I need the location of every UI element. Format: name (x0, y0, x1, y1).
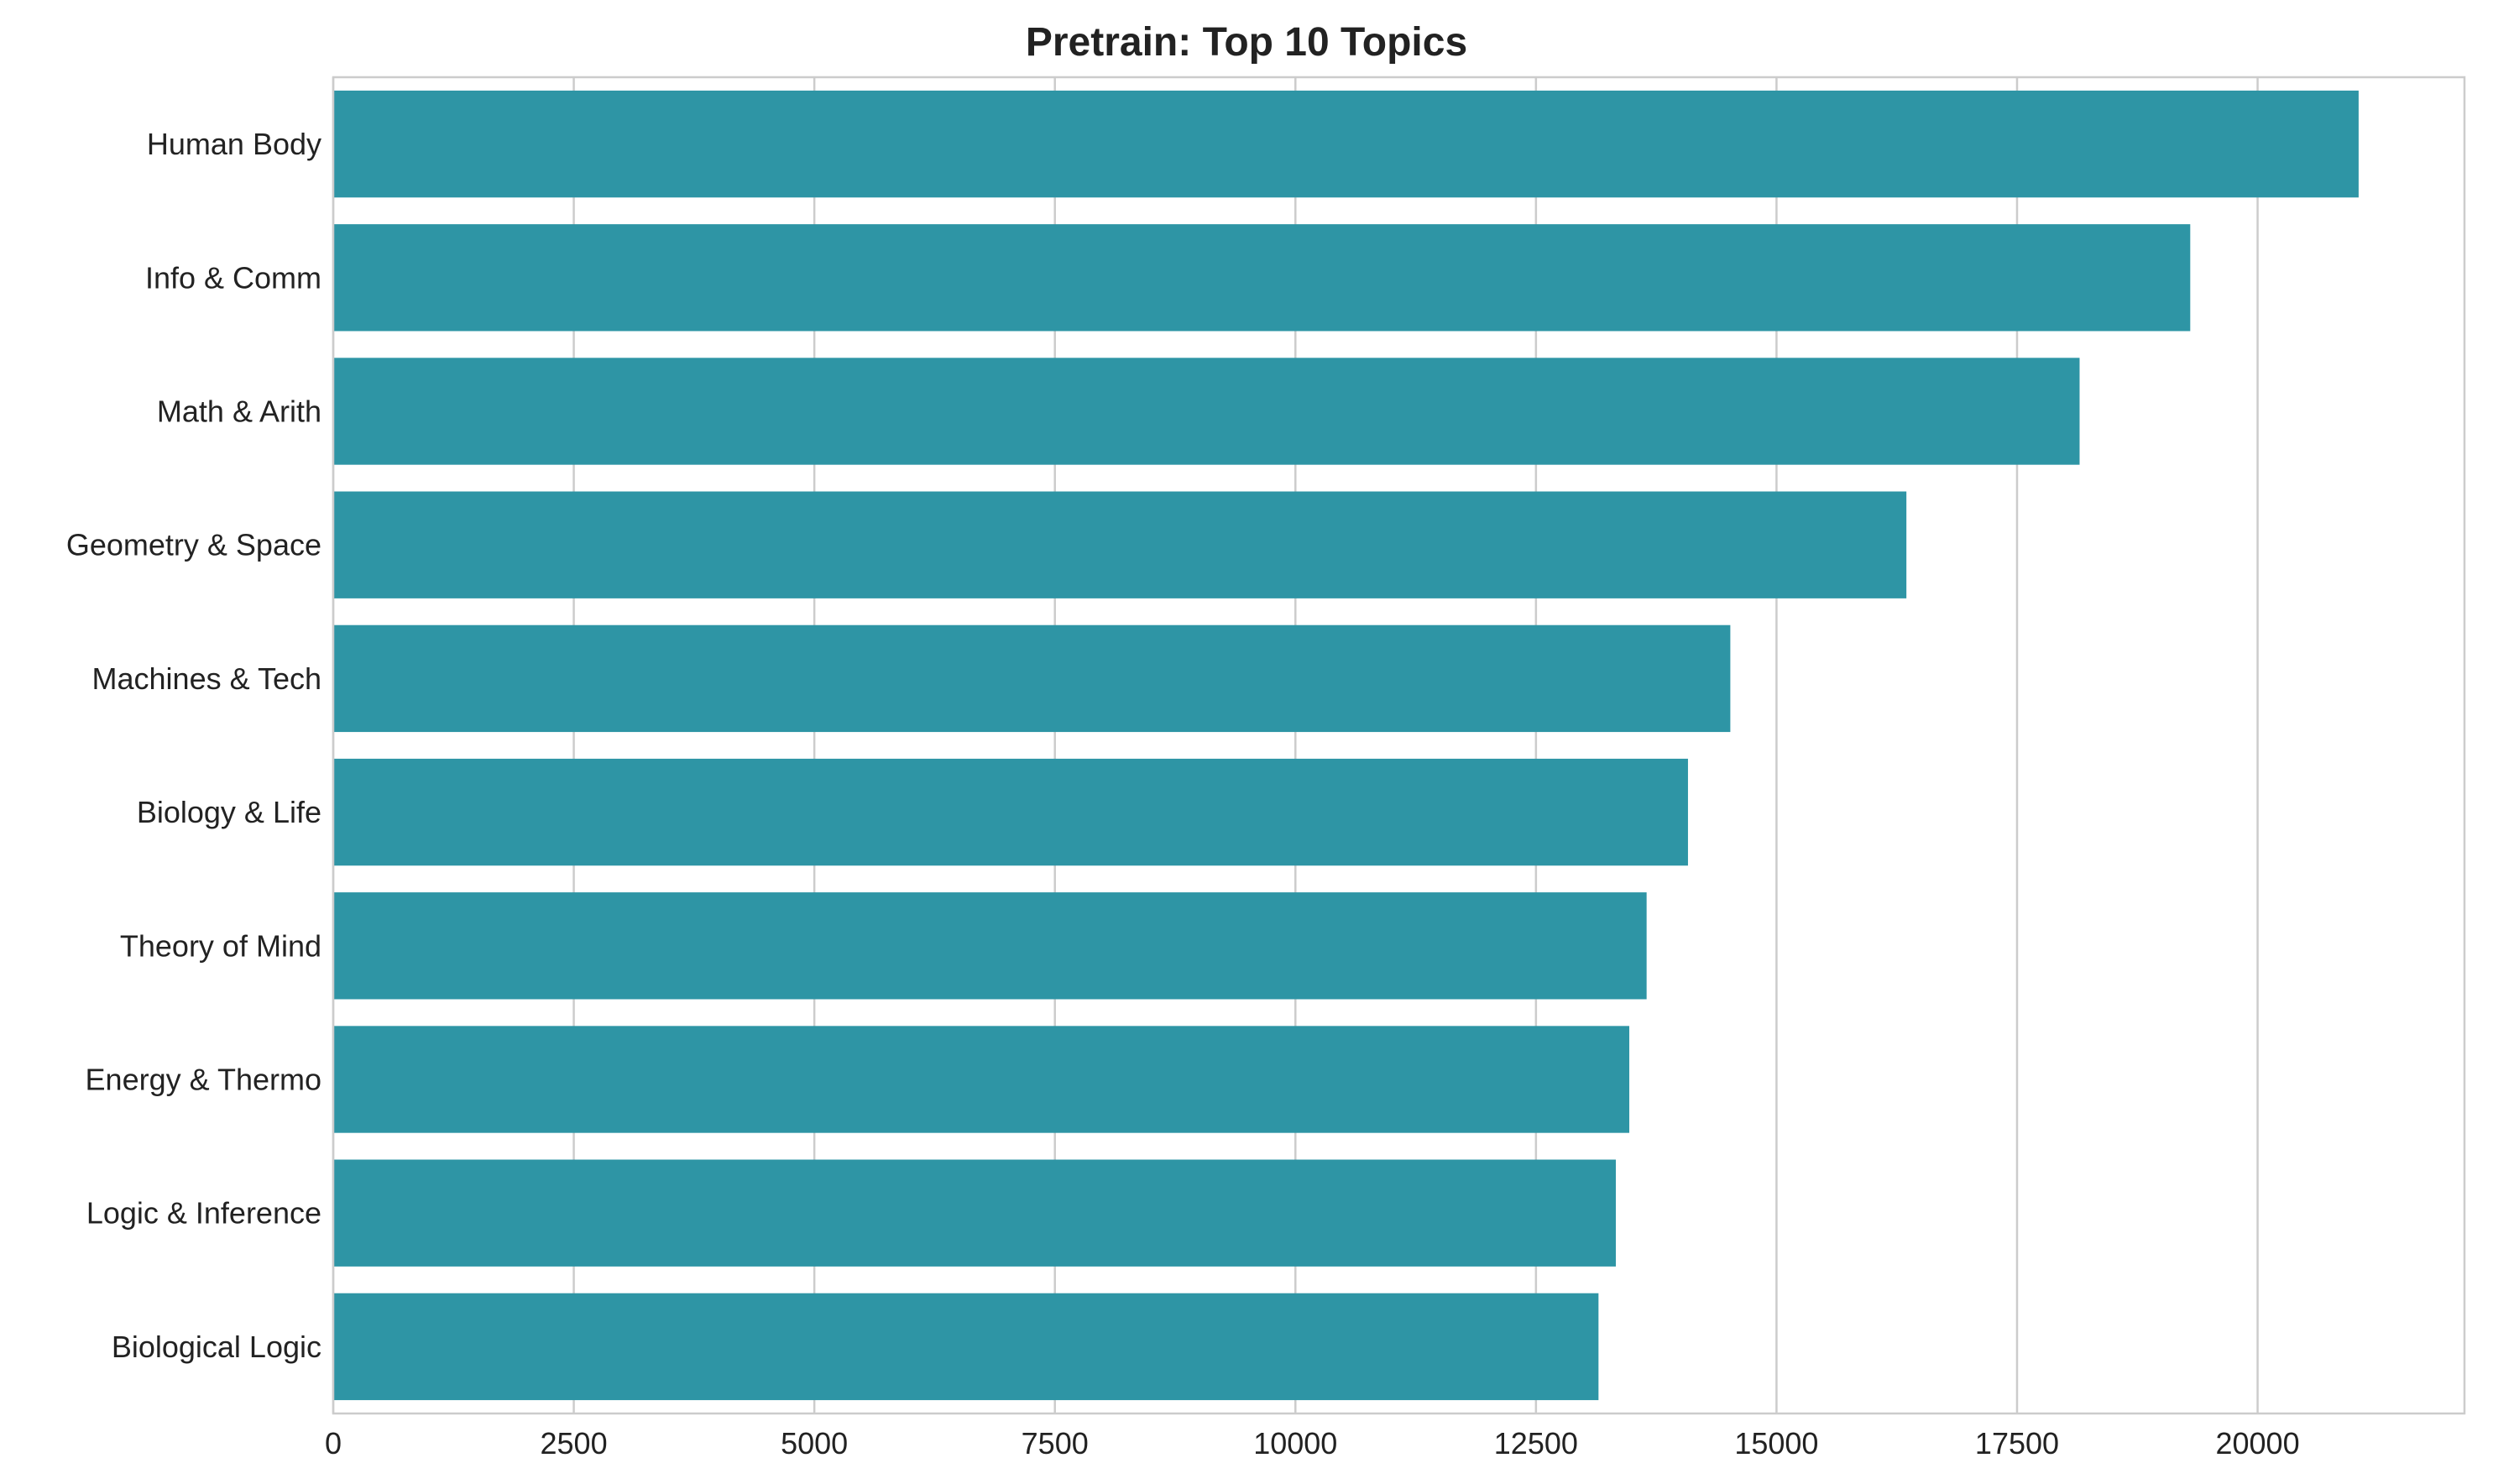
y-tick-label-9: Biological Logic (112, 1330, 321, 1364)
y-tick-label-8: Logic & Inference (86, 1196, 321, 1231)
y-tick-label-6: Theory of Mind (120, 928, 321, 963)
x-tick-label-8: 20000 (2215, 1426, 2299, 1460)
y-tick-label-7: Energy & Thermo (86, 1063, 321, 1097)
bar-3 (333, 491, 1907, 598)
chart-title: Pretrain: Top 10 Topics (1026, 20, 1467, 65)
x-tick-label-2: 5000 (781, 1426, 848, 1460)
bar-1 (333, 224, 2191, 332)
plot-border (332, 76, 2466, 1415)
bar-6 (333, 892, 1647, 1000)
y-tick-label-0: Human Body (147, 127, 321, 161)
x-tick-label-4: 10000 (1253, 1426, 1337, 1460)
x-tick-label-7: 17500 (1975, 1426, 2059, 1460)
y-tick-labels: Human Body Info & Comm Math & Arith Geometr… (66, 127, 321, 1364)
x-tick-label-0: 0 (325, 1426, 342, 1460)
bar-2 (333, 358, 2080, 465)
y-tick-label-4: Machines & Tech (92, 661, 321, 696)
y-tick-label-2: Math & Arith (157, 395, 321, 429)
bar-5 (333, 758, 1688, 866)
bar-4 (333, 624, 1731, 733)
x-tick-label-6: 15000 (1734, 1426, 1818, 1460)
x-tick-label-5: 12500 (1494, 1426, 1578, 1460)
y-tick-label-3: Geometry & Space (66, 528, 321, 562)
y-tick-label-5: Biology & Life (137, 795, 321, 829)
y-tick-label-1: Info & Comm (145, 260, 321, 295)
plot-frame (332, 76, 2466, 1415)
bar-0 (333, 90, 2359, 198)
x-tick-label-1: 2500 (541, 1426, 608, 1460)
bar-7 (333, 1026, 1630, 1133)
x-tick-label-3: 7500 (1022, 1426, 1089, 1460)
bars (333, 90, 2359, 1401)
x-tick-labels: 0 2500 5000 7500 10000 12500 15000 17500 20000 (325, 1426, 2300, 1460)
bar-8 (333, 1159, 1616, 1267)
bar-9 (333, 1293, 1599, 1401)
